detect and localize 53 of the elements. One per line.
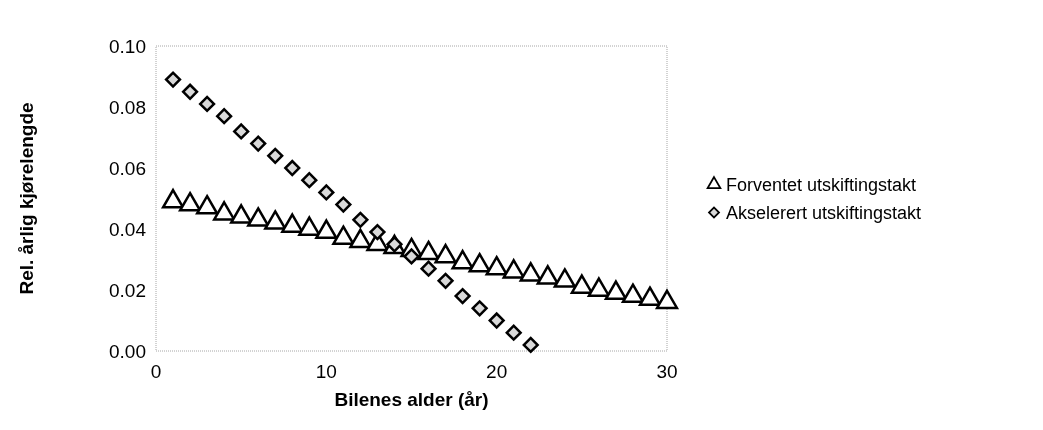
point <box>198 95 216 113</box>
point <box>604 280 628 301</box>
point <box>284 159 301 177</box>
x-tick-label: 10 <box>315 361 337 382</box>
point <box>181 83 199 100</box>
point <box>318 184 335 201</box>
legend-label: Akselerert utskiftingstakt <box>726 202 922 223</box>
y-tick-label: 0.10 <box>109 35 146 57</box>
point <box>315 219 338 240</box>
legend-label: Forventet utskiftingstakt <box>726 174 917 195</box>
y-tick-label: 0.02 <box>109 279 146 301</box>
point <box>250 135 267 152</box>
point <box>502 259 525 279</box>
point <box>212 201 236 221</box>
point <box>536 265 559 285</box>
point <box>161 188 185 209</box>
point <box>215 108 233 125</box>
point <box>621 283 645 304</box>
point <box>267 147 284 164</box>
point <box>349 228 372 249</box>
point <box>298 216 321 236</box>
point <box>553 268 576 288</box>
point <box>233 123 250 140</box>
point <box>301 172 318 189</box>
point <box>485 255 508 276</box>
y-axis-title: Rel. årlig kjørelengde <box>16 102 37 295</box>
x-tick-label: 20 <box>486 361 508 382</box>
point <box>247 207 270 227</box>
point <box>230 204 253 224</box>
y-tick-label: 0.08 <box>109 96 146 118</box>
point <box>417 240 440 261</box>
x-tick-label: 30 <box>656 361 678 382</box>
point <box>164 71 182 88</box>
point <box>335 196 352 213</box>
x-axis-title: Bilenes alder (år) <box>334 389 489 410</box>
point <box>570 274 593 294</box>
point <box>178 191 202 212</box>
point <box>352 211 369 228</box>
point <box>281 213 304 233</box>
y-tick-label: 0.00 <box>109 340 146 362</box>
point <box>519 262 542 282</box>
point <box>638 286 662 307</box>
point <box>264 210 287 230</box>
x-tick-label: 0 <box>150 361 162 382</box>
point <box>655 289 679 310</box>
point <box>468 252 491 273</box>
point <box>587 277 611 297</box>
y-tick-label: 0.04 <box>109 218 147 240</box>
point <box>195 194 219 215</box>
point <box>451 249 474 270</box>
y-tick-label: 0.06 <box>109 157 146 179</box>
point <box>434 243 457 264</box>
point <box>332 225 355 246</box>
